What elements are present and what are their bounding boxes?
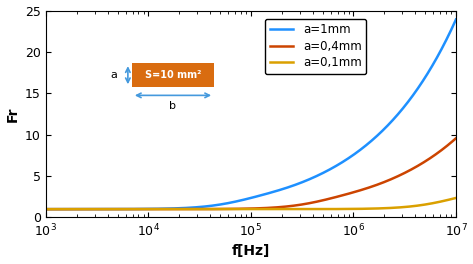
a=1mm bbox=[64, 208, 70, 211]
Text: S=10 mm²: S=10 mm² bbox=[145, 70, 201, 80]
a=0,4mm bbox=[366, 186, 372, 189]
a=0,1mm bbox=[64, 208, 70, 211]
a=1mm bbox=[243, 198, 248, 201]
a=1mm bbox=[453, 18, 459, 21]
Legend: a=1mm, a=0,4mm, a=0,1mm: a=1mm, a=0,4mm, a=0,1mm bbox=[265, 18, 366, 74]
Line: a=1mm: a=1mm bbox=[46, 20, 456, 209]
a=0,4mm bbox=[441, 147, 447, 150]
a=1mm bbox=[441, 43, 447, 46]
a=0,1mm bbox=[441, 199, 447, 202]
a=0,4mm bbox=[453, 137, 459, 140]
a=0,1mm bbox=[441, 199, 447, 202]
a=1mm bbox=[232, 200, 237, 204]
a=0,4mm bbox=[232, 207, 237, 210]
a=0,1mm bbox=[232, 208, 237, 211]
a=1mm bbox=[366, 142, 372, 145]
a=0,4mm bbox=[441, 147, 447, 150]
a=0,1mm bbox=[453, 196, 459, 200]
Text: b: b bbox=[169, 101, 176, 111]
a=0,1mm bbox=[243, 208, 248, 211]
Line: a=0,4mm: a=0,4mm bbox=[46, 138, 456, 209]
a=1mm bbox=[43, 208, 49, 211]
a=0,4mm bbox=[243, 207, 248, 210]
a=1mm bbox=[441, 43, 447, 46]
a=0,4mm bbox=[43, 208, 49, 211]
Text: a: a bbox=[110, 70, 117, 80]
Line: a=0,1mm: a=0,1mm bbox=[46, 198, 456, 209]
a=0,1mm bbox=[366, 207, 372, 210]
FancyBboxPatch shape bbox=[132, 63, 214, 87]
a=0,1mm bbox=[43, 208, 49, 211]
X-axis label: f[Hz]: f[Hz] bbox=[232, 244, 270, 258]
Y-axis label: Fr: Fr bbox=[6, 106, 19, 122]
a=0,4mm bbox=[64, 208, 70, 211]
